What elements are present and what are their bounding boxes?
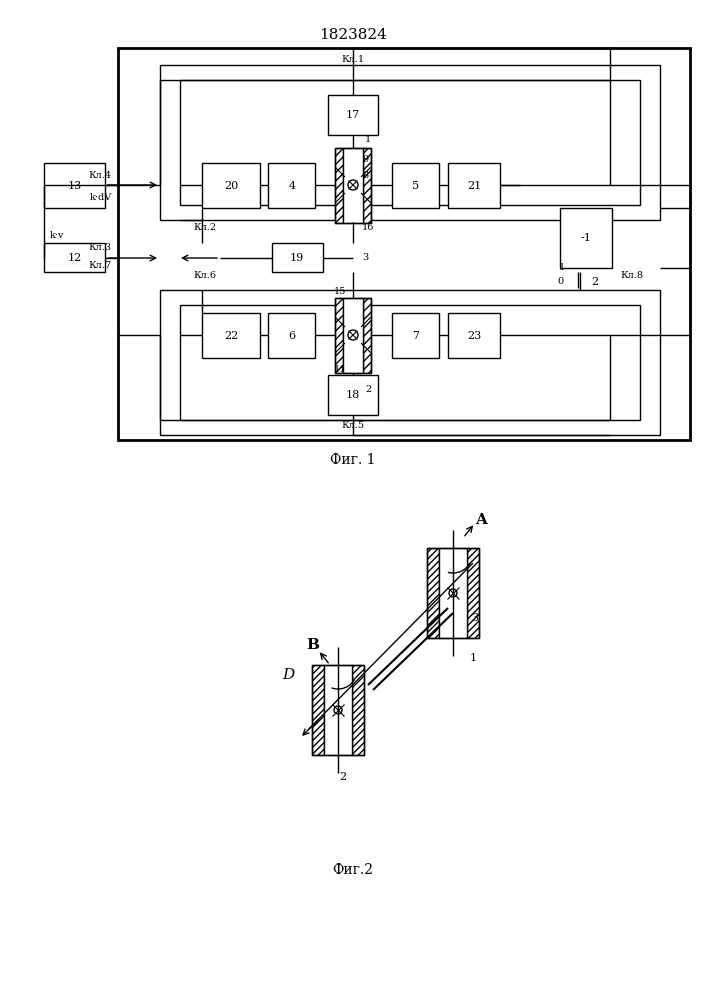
Bar (448, 163, 500, 208)
Bar (268, 313, 315, 358)
Text: 12: 12 (68, 253, 82, 263)
Text: Кл.1: Кл.1 (341, 55, 365, 64)
Bar (335, 298, 371, 372)
Bar (180, 305, 640, 420)
Text: 8: 8 (362, 170, 368, 180)
Text: 1: 1 (365, 135, 371, 144)
Bar (392, 163, 439, 208)
Text: 13: 13 (68, 181, 82, 191)
Text: Кл.7: Кл.7 (89, 260, 112, 269)
Text: 16: 16 (362, 224, 375, 232)
Text: 3: 3 (362, 253, 368, 262)
Bar (335, 147, 343, 223)
Text: Фиг.2: Фиг.2 (332, 863, 373, 877)
Bar (202, 163, 260, 208)
Bar (44, 163, 105, 208)
Bar (392, 313, 439, 358)
Bar (312, 665, 364, 755)
Bar (427, 548, 439, 638)
Text: 2: 2 (339, 772, 346, 782)
Text: -1: -1 (580, 233, 592, 243)
Bar (268, 163, 315, 208)
Text: 7: 7 (412, 331, 419, 341)
Text: 18: 18 (346, 390, 360, 400)
Text: k·dV: k·dV (90, 194, 112, 202)
Text: 1: 1 (559, 263, 565, 272)
Bar (272, 243, 323, 272)
Text: Кл.3: Кл.3 (89, 243, 112, 252)
Text: 1823824: 1823824 (319, 28, 387, 42)
Text: 11: 11 (334, 365, 346, 374)
Text: 20: 20 (224, 181, 238, 191)
Bar (363, 147, 371, 223)
Bar (118, 48, 690, 440)
Text: 3: 3 (472, 613, 479, 623)
Text: Кл.4: Кл.4 (89, 170, 112, 180)
Text: 4: 4 (288, 181, 296, 191)
Bar (180, 80, 640, 205)
Bar (44, 243, 105, 272)
Bar (448, 313, 500, 358)
Bar (335, 298, 343, 372)
Text: 5: 5 (412, 181, 419, 191)
Bar (160, 65, 660, 220)
Text: 21: 21 (467, 181, 481, 191)
Text: Кл.8: Кл.8 (620, 270, 643, 279)
Text: 2: 2 (592, 277, 599, 287)
Text: 2: 2 (365, 385, 371, 394)
Bar (363, 298, 371, 372)
Text: k·v: k·v (50, 231, 64, 239)
Bar (467, 548, 479, 638)
Text: 0: 0 (557, 277, 563, 286)
Text: Кл.2: Кл.2 (193, 224, 216, 232)
Bar (312, 665, 324, 755)
Text: 19: 19 (290, 253, 304, 263)
Text: 23: 23 (467, 331, 481, 341)
Text: 17: 17 (346, 110, 360, 120)
Text: 15: 15 (334, 288, 346, 296)
Text: Кл.5: Кл.5 (341, 420, 365, 430)
Text: B: B (307, 638, 320, 652)
Text: 6: 6 (288, 331, 296, 341)
Bar (160, 290, 660, 435)
Text: D: D (282, 668, 294, 682)
Text: Фиг. 1: Фиг. 1 (330, 453, 375, 467)
Bar (202, 313, 260, 358)
Bar (335, 147, 371, 223)
Bar (427, 548, 479, 638)
Text: A: A (475, 513, 487, 527)
Bar (343, 147, 363, 223)
Bar (352, 665, 364, 755)
Bar (324, 665, 352, 755)
Text: 9: 9 (362, 155, 368, 164)
Bar (439, 548, 467, 638)
Bar (328, 95, 378, 135)
Bar (328, 375, 378, 415)
Bar (343, 298, 363, 372)
Text: 22: 22 (224, 331, 238, 341)
Text: 1: 1 (469, 653, 477, 663)
Bar (560, 208, 612, 268)
Text: Кл.6: Кл.6 (193, 270, 216, 279)
